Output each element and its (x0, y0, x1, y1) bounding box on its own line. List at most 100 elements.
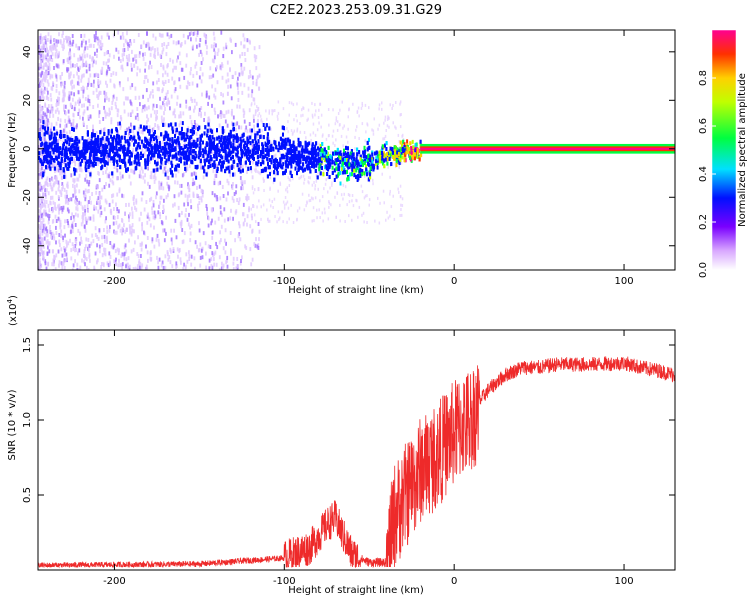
heatmap-noise-cell (137, 117, 140, 122)
heatmap-noise-cell (70, 135, 73, 140)
heatmap-noise-cell (148, 184, 151, 189)
heatmap-noise-cell (201, 255, 204, 260)
heatmap-noise-cell (251, 75, 254, 80)
heatmap-noise-cell (347, 193, 350, 196)
heatmap-noise-cell (239, 54, 241, 59)
heatmap-noise-cell (121, 231, 123, 236)
heatmap-noise-cell (79, 65, 81, 70)
heatmap-noise-cell (42, 196, 45, 201)
heatmap-noise-cell (61, 72, 63, 76)
heatmap-noise-cell (50, 104, 53, 109)
heatmap-noise-cell (84, 97, 87, 101)
heatmap-ridge-cell (213, 160, 216, 165)
heatmap-noise-cell (199, 66, 202, 71)
heatmap-noise-cell (152, 127, 155, 131)
heatmap-noise-cell (258, 229, 261, 234)
heatmap-noise-cell (71, 42, 74, 47)
heatmap-noise-cell (190, 96, 193, 101)
heatmap-noise-cell (196, 44, 198, 49)
heatmap-noise-cell (144, 62, 147, 67)
heatmap-noise-cell (40, 149, 43, 154)
heatmap-noise-cell (318, 208, 320, 212)
heatmap-noise-cell (195, 172, 197, 176)
heatmap-noise-cell (240, 66, 243, 71)
heatmap-noise-cell (366, 221, 368, 224)
heatmap-noise-cell (244, 180, 246, 185)
heatmap-noise-cell (42, 76, 45, 81)
heatmap-noise-cell (203, 118, 205, 122)
heatmap-noise-cell (367, 178, 369, 182)
heatmap-ridge-cell (59, 146, 62, 151)
heatmap-noise-cell (247, 196, 250, 201)
heatmap-noise-cell (287, 206, 290, 210)
heatmap-noise-cell (215, 163, 217, 168)
heatmap-noise-cell (60, 206, 63, 210)
heatmap-ridge-cell (390, 152, 393, 157)
heatmap-noise-cell (94, 226, 97, 231)
heatmap-noise-cell (267, 218, 269, 222)
heatmap-noise-cell (165, 136, 168, 141)
heatmap-noise-cell (89, 114, 92, 119)
heatmap-noise-cell (344, 185, 347, 189)
heatmap-noise-cell (115, 166, 118, 170)
heatmap-noise-cell (107, 64, 110, 69)
heatmap-noise-cell (46, 233, 49, 238)
heatmap-noise-cell (106, 32, 109, 37)
heatmap-noise-cell (149, 52, 152, 57)
heatmap-noise-cell (41, 127, 44, 132)
heatmap-noise-cell (105, 182, 107, 186)
heatmap-noise-cell (307, 176, 310, 179)
heatmap-noise-cell (317, 187, 319, 191)
heatmap-noise-cell (129, 85, 132, 90)
heatmap-noise-cell (68, 130, 71, 134)
heatmap-noise-cell (219, 196, 222, 201)
heatmap-noise-cell (51, 162, 53, 167)
heatmap-noise-cell (128, 224, 131, 229)
heatmap-noise-cell (364, 194, 367, 198)
heatmap-noise-cell (154, 55, 156, 60)
heatmap-noise-cell (93, 79, 95, 84)
heatmap-noise-cell (71, 34, 74, 38)
heatmap-noise-cell (133, 170, 136, 175)
heatmap-noise-cell (162, 101, 164, 106)
heatmap-noise-cell (141, 148, 144, 153)
heatmap-noise-cell (119, 125, 122, 130)
heatmap-noise-cell (180, 43, 182, 48)
heatmap-noise-cell (254, 58, 257, 63)
heatmap-noise-cell (235, 266, 238, 270)
heatmap-noise-cell (61, 161, 64, 166)
heatmap-noise-cell (241, 52, 244, 56)
heatmap-noise-cell (208, 75, 211, 80)
heatmap-noise-cell (165, 215, 167, 220)
heatmap-noise-cell (103, 127, 106, 132)
heatmap-noise-cell (183, 75, 186, 80)
heatmap-noise-cell (194, 64, 197, 69)
heatmap-noise-cell (192, 31, 195, 36)
heatmap-noise-cell (185, 252, 188, 257)
heatmap-noise-cell (200, 151, 203, 156)
heatmap-noise-cell (129, 226, 131, 231)
heatmap-noise-cell (68, 75, 70, 80)
heatmap-noise-cell (242, 222, 245, 227)
heatmap-noise-cell (47, 90, 49, 95)
heatmap-noise-cell (255, 168, 257, 171)
heatmap-noise-cell (136, 264, 139, 269)
heatmap-noise-cell (160, 105, 163, 110)
heatmap-noise-cell (144, 173, 146, 178)
heatmap-noise-cell (201, 189, 204, 194)
heatmap-noise-cell (57, 216, 60, 221)
heatmap-noise-cell (191, 99, 194, 103)
heatmap-noise-cell (320, 125, 322, 129)
heatmap-noise-cell (253, 213, 256, 217)
heatmap-noise-cell (47, 66, 50, 71)
heatmap-noise-cell (57, 96, 59, 101)
heatmap-noise-cell (117, 251, 120, 256)
heatmap-noise-cell (78, 145, 81, 150)
heatmap-ridge-cell (230, 144, 232, 149)
heatmap-noise-cell (269, 219, 271, 223)
heatmap-noise-cell (109, 224, 111, 229)
heatmap-noise-cell (164, 107, 166, 111)
heatmap-noise-cell (106, 140, 108, 145)
heatmap-noise-cell (392, 121, 394, 125)
heatmap-noise-cell (239, 176, 242, 180)
